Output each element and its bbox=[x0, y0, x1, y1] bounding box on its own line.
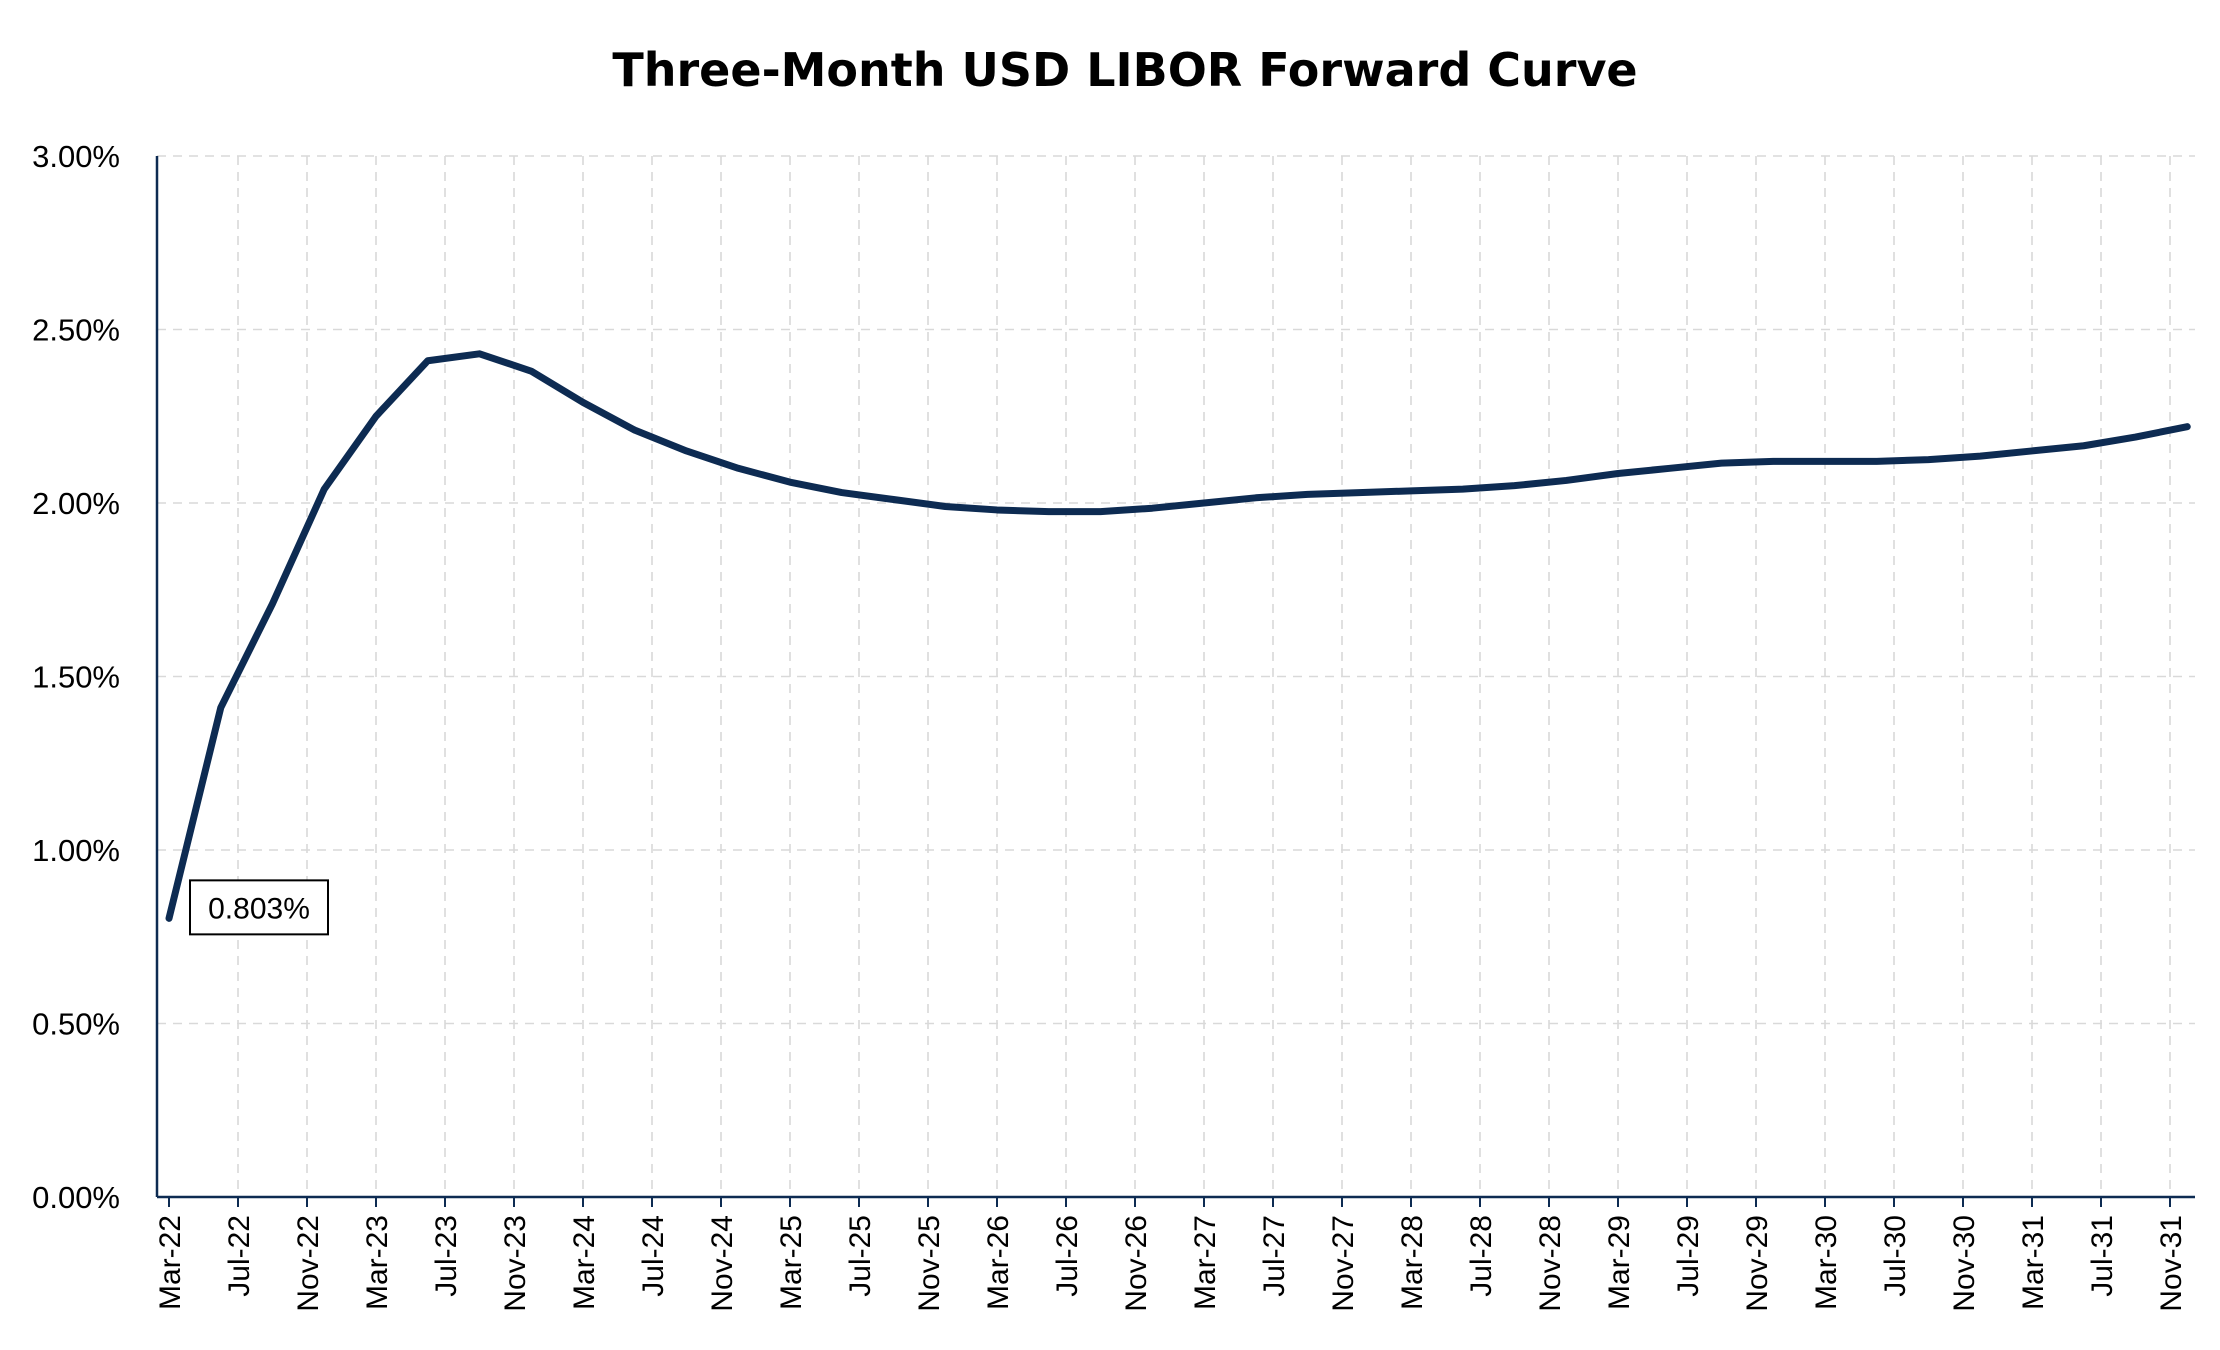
gridlines bbox=[157, 155, 2195, 1197]
x-tick-label: Jul-31 bbox=[2086, 1215, 2119, 1297]
x-tick-label: Jul-23 bbox=[430, 1215, 463, 1297]
x-tick-label: Mar-24 bbox=[568, 1215, 601, 1310]
x-tick-label: Nov-26 bbox=[1120, 1215, 1153, 1312]
data-label-box bbox=[189, 879, 329, 936]
x-tick-label: Nov-31 bbox=[2155, 1215, 2188, 1312]
x-tick-label: Nov-24 bbox=[706, 1215, 739, 1312]
x-tick-label: Jul-22 bbox=[223, 1215, 256, 1297]
y-tick-label: 0.00% bbox=[32, 1180, 120, 1215]
x-tick-label: Mar-22 bbox=[154, 1215, 187, 1310]
y-tick-label: 2.50% bbox=[32, 313, 120, 348]
x-tick-label: Mar-29 bbox=[1603, 1215, 1636, 1310]
y-tick-label: 1.50% bbox=[32, 660, 120, 695]
x-tick-label: Jul-25 bbox=[844, 1215, 877, 1297]
x-tick-label: Nov-29 bbox=[1741, 1215, 1774, 1312]
x-tick-label: Mar-26 bbox=[982, 1215, 1015, 1310]
annotations: 0.803% bbox=[189, 879, 329, 936]
x-axis-tick-labels: Mar-22 Jul-22 Nov-22 Mar-23 Jul-23 Nov-23 Mar-… bbox=[154, 1215, 2188, 1312]
x-tick-label: Mar-23 bbox=[361, 1215, 394, 1310]
x-tick-label: Mar-28 bbox=[1396, 1215, 1429, 1310]
x-tick-label: Jul-27 bbox=[1258, 1215, 1291, 1297]
series-layer bbox=[165, 350, 2191, 922]
x-tick-label: Jul-28 bbox=[1465, 1215, 1498, 1297]
x-tick-label: Nov-25 bbox=[913, 1215, 946, 1312]
x-tick-label: Mar-27 bbox=[1189, 1215, 1222, 1310]
chart-title: Three-Month USD LIBOR Forward Curve bbox=[612, 43, 1637, 97]
x-tick-label: Jul-30 bbox=[1879, 1215, 1912, 1297]
x-tick-label: Mar-31 bbox=[2017, 1215, 2050, 1310]
y-axis-tick-labels: 0.00% 0.50% 1.00% 1.50% 2.00% 2.50% 3.00% bbox=[32, 139, 120, 1215]
x-tick-label: Nov-28 bbox=[1534, 1215, 1567, 1312]
y-tick-label: 2.00% bbox=[32, 486, 120, 521]
x-tick-label: Jul-24 bbox=[637, 1215, 670, 1297]
axes bbox=[155, 156, 2195, 1207]
x-tick-label: Nov-30 bbox=[1948, 1215, 1981, 1312]
x-tick-label: Nov-27 bbox=[1327, 1215, 1360, 1312]
data-label: 0.803% bbox=[208, 892, 310, 925]
y-tick-label: 1.00% bbox=[32, 833, 120, 868]
x-tick-label: Mar-25 bbox=[775, 1215, 808, 1310]
y-tick-label: 3.00% bbox=[32, 139, 120, 174]
x-tick-label: Mar-30 bbox=[1810, 1215, 1843, 1310]
series-line bbox=[165, 350, 2191, 922]
x-tick-label: Nov-23 bbox=[499, 1215, 532, 1312]
x-tick-label: Jul-26 bbox=[1051, 1215, 1084, 1297]
x-tick-label: Nov-22 bbox=[292, 1215, 325, 1312]
y-tick-label: 0.50% bbox=[32, 1007, 120, 1042]
x-tick-label: Jul-29 bbox=[1672, 1215, 1705, 1297]
